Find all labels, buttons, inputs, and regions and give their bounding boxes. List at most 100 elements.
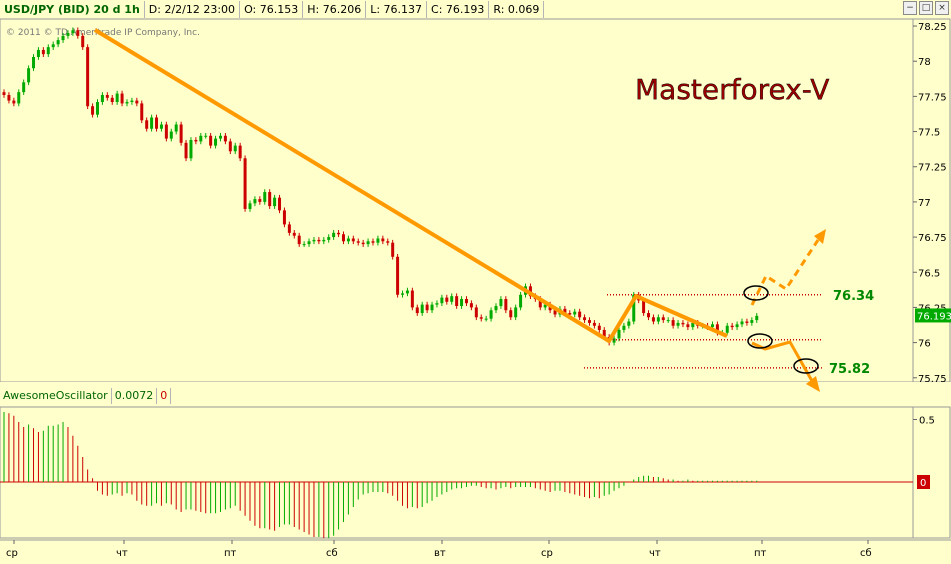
- candle-body: [2, 92, 6, 95]
- candle: [140, 100, 144, 124]
- oscillator-pane: [0, 406, 914, 539]
- oscillator-header: AwesomeOscillator 0.0072 0: [0, 387, 172, 405]
- candle-body: [583, 317, 587, 321]
- candle-body: [36, 49, 40, 57]
- candle-body: [27, 68, 31, 83]
- candle: [312, 237, 316, 245]
- candle: [371, 238, 375, 246]
- candle-body: [194, 140, 198, 142]
- candle: [587, 317, 591, 326]
- oscillator-zero-marker: 0: [920, 478, 926, 489]
- candle: [519, 291, 523, 311]
- candle: [464, 296, 468, 307]
- candle: [282, 207, 286, 228]
- bullish-projection: [750, 239, 820, 306]
- oscillator-axis-pane: [912, 406, 951, 539]
- candle-body: [715, 324, 719, 333]
- close-icon[interactable]: ×: [935, 1, 949, 15]
- symbol-label[interactable]: USD/JPY (BID) 20 d 1h: [0, 1, 145, 18]
- candle-body: [376, 238, 380, 243]
- oscillator-name[interactable]: AwesomeOscillator: [0, 388, 112, 404]
- candle-body: [661, 317, 665, 321]
- candle-body: [223, 135, 227, 142]
- candle-body: [105, 94, 109, 98]
- candle-body: [455, 296, 459, 307]
- candle: [223, 132, 227, 145]
- candle: [583, 314, 587, 323]
- candle-body: [130, 100, 134, 103]
- candle-body: [41, 49, 45, 55]
- candle-body: [263, 192, 267, 202]
- candle-body: [464, 298, 468, 304]
- current-price-marker: [915, 308, 951, 323]
- down-arrow-head: [806, 376, 820, 392]
- candle-body: [514, 307, 518, 318]
- price-tick-label: 76.75: [918, 233, 947, 244]
- pane-gap: [0, 382, 951, 387]
- candle: [612, 335, 616, 346]
- time-tick-label: сб: [860, 548, 872, 559]
- candle-body: [460, 298, 464, 307]
- candle: [22, 79, 26, 95]
- candle-body: [381, 238, 385, 242]
- candle: [218, 132, 222, 142]
- candle-body: [268, 192, 272, 207]
- candle-body: [730, 325, 734, 328]
- candle-body: [622, 325, 626, 330]
- breakout-ellipse: [743, 285, 769, 301]
- candle-body: [100, 94, 104, 103]
- candle-body: [691, 322, 695, 328]
- candle: [199, 132, 203, 145]
- candle-body: [386, 241, 390, 243]
- candle: [307, 238, 311, 247]
- candle: [91, 103, 95, 118]
- minimize-icon[interactable]: −: [903, 1, 917, 15]
- candle-body: [420, 304, 424, 314]
- candle: [381, 235, 385, 245]
- chart-header: USD/JPY (BID) 20 d 1h D: 2/2/12 23:00 O:…: [0, 0, 545, 19]
- candle-body: [184, 142, 188, 159]
- candle-body: [81, 35, 85, 48]
- candle-body: [440, 297, 444, 304]
- candle: [627, 318, 631, 329]
- candle-body: [489, 310, 493, 319]
- candle-body: [135, 100, 139, 104]
- candle-body: [307, 241, 311, 245]
- candle-body: [725, 325, 729, 333]
- candle: [656, 314, 660, 325]
- candle: [66, 30, 70, 39]
- candle: [494, 303, 498, 314]
- candle-body: [469, 303, 473, 308]
- candle-body: [686, 324, 690, 328]
- candle-body: [71, 30, 75, 34]
- candle: [489, 307, 493, 322]
- candle: [509, 307, 513, 321]
- candle: [258, 196, 262, 205]
- candle: [346, 235, 350, 245]
- maximize-icon[interactable]: □: [919, 1, 933, 15]
- close-readout: C: 76.193: [427, 1, 490, 18]
- candle-body: [450, 296, 454, 302]
- candle: [150, 114, 154, 132]
- candle: [214, 135, 218, 149]
- candle: [450, 293, 454, 305]
- candle-body: [410, 290, 414, 308]
- price-tick-label: 77: [918, 198, 931, 209]
- candle: [61, 33, 65, 43]
- candle-body: [174, 124, 178, 132]
- candle: [396, 253, 400, 298]
- candle-body: [233, 145, 237, 152]
- time-tick-label: чт: [649, 548, 661, 559]
- candle: [327, 234, 331, 243]
- range-readout: R: 0.069: [489, 1, 545, 18]
- candle-body: [396, 256, 400, 295]
- candle: [105, 92, 109, 101]
- candle: [341, 231, 345, 245]
- candle-body: [327, 237, 331, 240]
- candle-body: [61, 35, 65, 41]
- price-tick-label: 78: [918, 57, 931, 68]
- candle-body: [597, 325, 601, 330]
- candle: [479, 314, 483, 322]
- candle-body: [199, 135, 203, 142]
